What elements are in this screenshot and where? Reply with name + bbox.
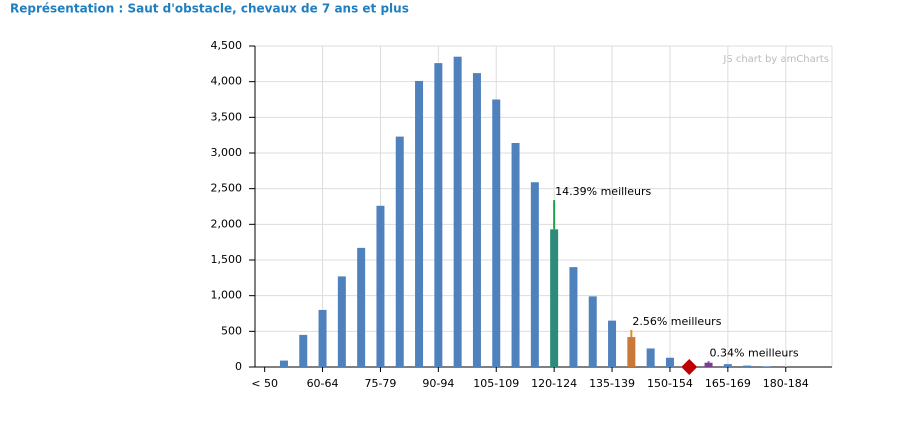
- x-tick-label: 165-169: [705, 377, 751, 390]
- bar: [530, 182, 539, 367]
- y-tick-label: 0: [235, 360, 242, 373]
- x-tick-label: 75-79: [364, 377, 396, 390]
- bar: [318, 309, 327, 367]
- x-tick-label: < 50: [251, 377, 278, 390]
- bar: [743, 365, 752, 367]
- bar: [608, 320, 617, 367]
- bar: [627, 337, 636, 367]
- watermark: JS chart by amCharts: [722, 54, 829, 65]
- bar: [646, 348, 655, 367]
- y-tick-label: 500: [221, 324, 242, 337]
- bar: [665, 357, 674, 367]
- bar: [550, 229, 559, 367]
- bar: [434, 63, 443, 368]
- x-tick-label: 105-109: [473, 377, 519, 390]
- bar: [492, 99, 501, 367]
- bar: [395, 136, 404, 367]
- x-tick-label: 120-124: [531, 377, 577, 390]
- bar: [723, 364, 732, 367]
- y-tick-label: 4,000: [211, 75, 243, 88]
- bar: [704, 362, 713, 367]
- bar: [299, 334, 308, 367]
- y-tick-label: 2,500: [211, 182, 243, 195]
- bar: [472, 73, 481, 368]
- bar: [588, 296, 597, 367]
- annotation-label: 14.39% meilleurs: [555, 185, 651, 198]
- bar: [453, 56, 462, 367]
- y-tick-label: 3,000: [211, 146, 243, 159]
- marker: [681, 359, 698, 375]
- y-tick-label: 1,000: [211, 289, 243, 302]
- bar: [376, 205, 385, 367]
- bar: [762, 366, 771, 367]
- bar: [569, 267, 578, 367]
- y-tick-label: 3,500: [211, 110, 243, 123]
- x-tick-label: 150-154: [647, 377, 693, 390]
- x-tick-label: 135-139: [589, 377, 635, 390]
- x-tick-label: 180-184: [763, 377, 809, 390]
- annotation-label: 0.34% meilleurs: [710, 346, 799, 359]
- bar: [279, 360, 288, 367]
- y-tick-label: 2,000: [211, 217, 243, 230]
- y-tick-label: 4,500: [211, 39, 243, 52]
- x-tick-label: 60-64: [307, 377, 339, 390]
- bar: [415, 80, 424, 367]
- chart-title: Représentation : Saut d'obstacle, chevau…: [10, 2, 409, 16]
- bar: [357, 247, 366, 367]
- annotation-label: 2.56% meilleurs: [632, 315, 721, 328]
- bar: [337, 276, 346, 367]
- y-tick-label: 1,500: [211, 253, 243, 266]
- x-tick-label: 90-94: [422, 377, 454, 390]
- bar: [511, 143, 520, 367]
